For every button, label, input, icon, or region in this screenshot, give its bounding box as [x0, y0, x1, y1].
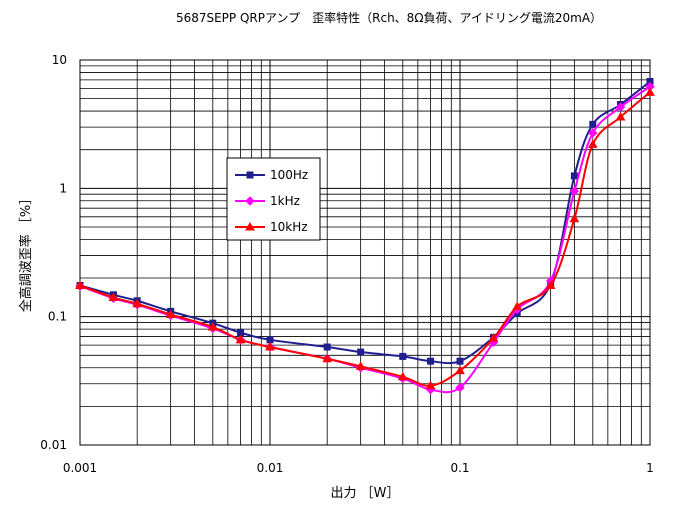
data-point	[108, 292, 119, 302]
data-point	[75, 280, 85, 289]
legend-entry: 10kHz	[270, 220, 308, 234]
x-tick-label: 0.01	[257, 461, 284, 475]
series-1kHz	[75, 81, 655, 395]
x-tick-label: 0.001	[63, 461, 97, 475]
data-point	[235, 334, 246, 344]
data-point	[615, 102, 626, 112]
data-point	[265, 342, 275, 351]
legend-marker	[245, 221, 255, 231]
data-point	[589, 120, 597, 128]
y-tick-label: 0.01	[40, 438, 67, 452]
legend-marker	[246, 171, 254, 179]
y-axis-label: 全高調波歪率 ［%］	[18, 192, 34, 313]
x-tick-labels: 0.001 0.01 0.1 1	[63, 461, 654, 475]
legend-marker	[245, 196, 255, 206]
data-point	[323, 343, 331, 351]
data-point	[425, 380, 436, 390]
data-point	[545, 280, 556, 289]
y-tick-label: 10	[52, 53, 67, 67]
data-point	[615, 111, 626, 121]
data-point	[587, 139, 598, 148]
data-point	[588, 128, 598, 138]
legend-entry: 1kHz	[270, 194, 300, 208]
data-point	[569, 186, 580, 196]
chart-title: 5687SEPP QRPアンプ 歪率特性（Rch、8Ω負荷、アイドリング電流20…	[176, 10, 602, 25]
legend-entry: 100Hz	[270, 168, 308, 182]
x-tick-label: 0.1	[450, 461, 469, 475]
series-10kHz	[75, 87, 655, 390]
data-point	[355, 361, 366, 370]
data-point	[645, 87, 655, 96]
y-tick-label: 1	[59, 181, 67, 195]
y-tick-label: 0.1	[48, 310, 67, 324]
data-point	[397, 371, 408, 381]
plot-frame	[79, 59, 651, 446]
data-point	[455, 365, 465, 375]
series-layer	[75, 77, 655, 395]
data-point	[456, 357, 464, 365]
data-point	[569, 213, 580, 223]
y-tick-labels: 0.01 0.1 1 10	[40, 53, 67, 452]
data-point	[132, 298, 143, 308]
legend: 100Hz 1kHz 10kHz	[226, 157, 321, 241]
data-point	[399, 352, 407, 360]
x-axis-label: 出力 ［W］	[331, 486, 400, 501]
data-point	[266, 336, 274, 344]
data-point	[427, 357, 435, 365]
data-point	[207, 322, 218, 331]
data-point	[488, 333, 499, 342]
series-line	[79, 80, 651, 365]
x-tick-label: 1	[646, 461, 654, 475]
data-point	[357, 348, 365, 356]
data-point	[165, 309, 176, 318]
data-point	[455, 382, 465, 393]
data-point	[570, 172, 578, 180]
data-point	[322, 353, 333, 363]
data-point	[237, 329, 245, 337]
data-point	[512, 301, 523, 311]
